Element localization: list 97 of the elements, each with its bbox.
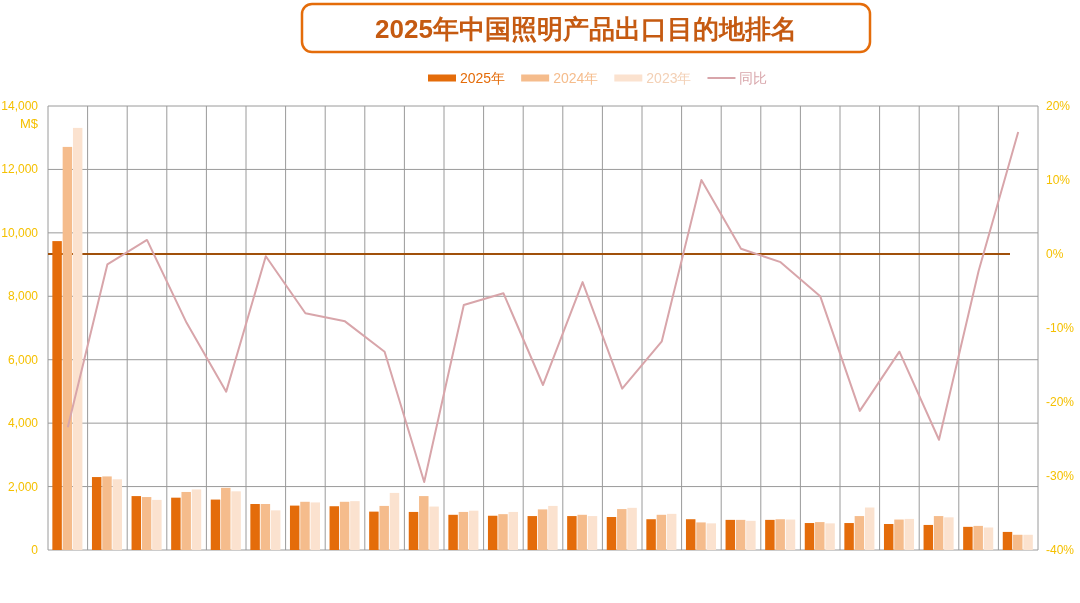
bar [270, 510, 281, 550]
bar [52, 241, 62, 550]
bar [785, 519, 796, 550]
bar [963, 526, 973, 550]
bar [181, 491, 191, 550]
bar [725, 519, 736, 550]
bar [1023, 534, 1033, 550]
legend-label: 2023年 [646, 70, 692, 86]
bar [854, 516, 865, 550]
bar [389, 492, 400, 550]
y-tick-label: 12,000 [1, 162, 39, 177]
bar [656, 514, 667, 550]
bar [508, 511, 519, 550]
bar [339, 501, 350, 550]
bar [666, 513, 677, 550]
bar [419, 496, 429, 550]
bar [765, 519, 775, 550]
bar [112, 479, 123, 550]
y2-tick-label: 10% [1046, 173, 1071, 187]
bar [527, 516, 538, 550]
bar [102, 476, 112, 550]
bar [141, 497, 152, 550]
bar [1013, 534, 1023, 550]
bar [746, 520, 756, 550]
chart-title: 2025年中国照明产品出口目的地排名 [375, 14, 797, 44]
bar [379, 505, 389, 550]
y-tick-label: 2,000 [7, 479, 39, 494]
bar [815, 522, 825, 550]
bar [250, 504, 260, 550]
y2-tick-label: -40% [1046, 543, 1075, 557]
y2-tick-label: 20% [1046, 99, 1071, 113]
bar [171, 497, 181, 550]
bar [289, 505, 300, 550]
y2-tick-label: -20% [1046, 395, 1075, 409]
bar [706, 523, 717, 550]
bar [548, 505, 558, 550]
bar [191, 489, 202, 550]
y2-tick-label: 0% [1046, 247, 1064, 261]
bar [646, 519, 656, 550]
legend-label: 同比 [739, 70, 768, 86]
bar [617, 509, 627, 550]
bar [448, 514, 458, 550]
bar [131, 496, 142, 550]
bar [864, 507, 875, 550]
bar [933, 516, 944, 550]
bar [300, 501, 310, 550]
bar [537, 509, 548, 550]
bar [696, 522, 706, 550]
y2-tick-label: -10% [1046, 321, 1075, 335]
bar [72, 127, 83, 550]
bar [498, 514, 508, 550]
bar [844, 523, 854, 550]
bar [350, 501, 360, 550]
bar [487, 515, 498, 550]
bar [944, 517, 954, 550]
bar [310, 502, 321, 550]
bar [973, 525, 983, 550]
bar [577, 514, 587, 550]
bar [468, 510, 479, 550]
y-axis-title: M$ [19, 116, 39, 131]
bar [369, 511, 379, 550]
bar [606, 517, 617, 550]
bar [1002, 531, 1013, 550]
bar [210, 499, 221, 550]
bar [221, 487, 231, 550]
bar [152, 499, 162, 550]
bar [231, 491, 241, 550]
bar [685, 519, 696, 550]
bar [894, 519, 904, 550]
bar [458, 511, 469, 550]
bar [883, 523, 894, 550]
line-series [66, 130, 1020, 483]
bar [825, 523, 835, 550]
bar [91, 477, 102, 550]
bar [904, 518, 915, 550]
y-tick-label: 4,000 [7, 416, 39, 431]
legend-label: 2025年 [460, 70, 506, 86]
y-tick-label: 6,000 [7, 352, 39, 367]
y-tick-label: 8,000 [7, 289, 39, 304]
y-tick-label: 10,000 [1, 225, 39, 240]
y-tick-label: 0 [31, 543, 39, 557]
bar [923, 524, 934, 550]
bar [62, 146, 73, 550]
bar [983, 527, 994, 550]
bar [587, 516, 598, 550]
y-tick-label: 14,000 [1, 99, 39, 113]
bar [567, 516, 577, 550]
legend-label: 2024年 [553, 70, 599, 86]
bar [429, 506, 439, 550]
bar [329, 506, 340, 550]
bar [735, 519, 746, 550]
bar [408, 511, 419, 550]
bar [260, 504, 271, 550]
y2-tick-label: -30% [1046, 469, 1075, 483]
bar [775, 519, 785, 550]
bar [627, 507, 637, 550]
bar [804, 523, 815, 550]
